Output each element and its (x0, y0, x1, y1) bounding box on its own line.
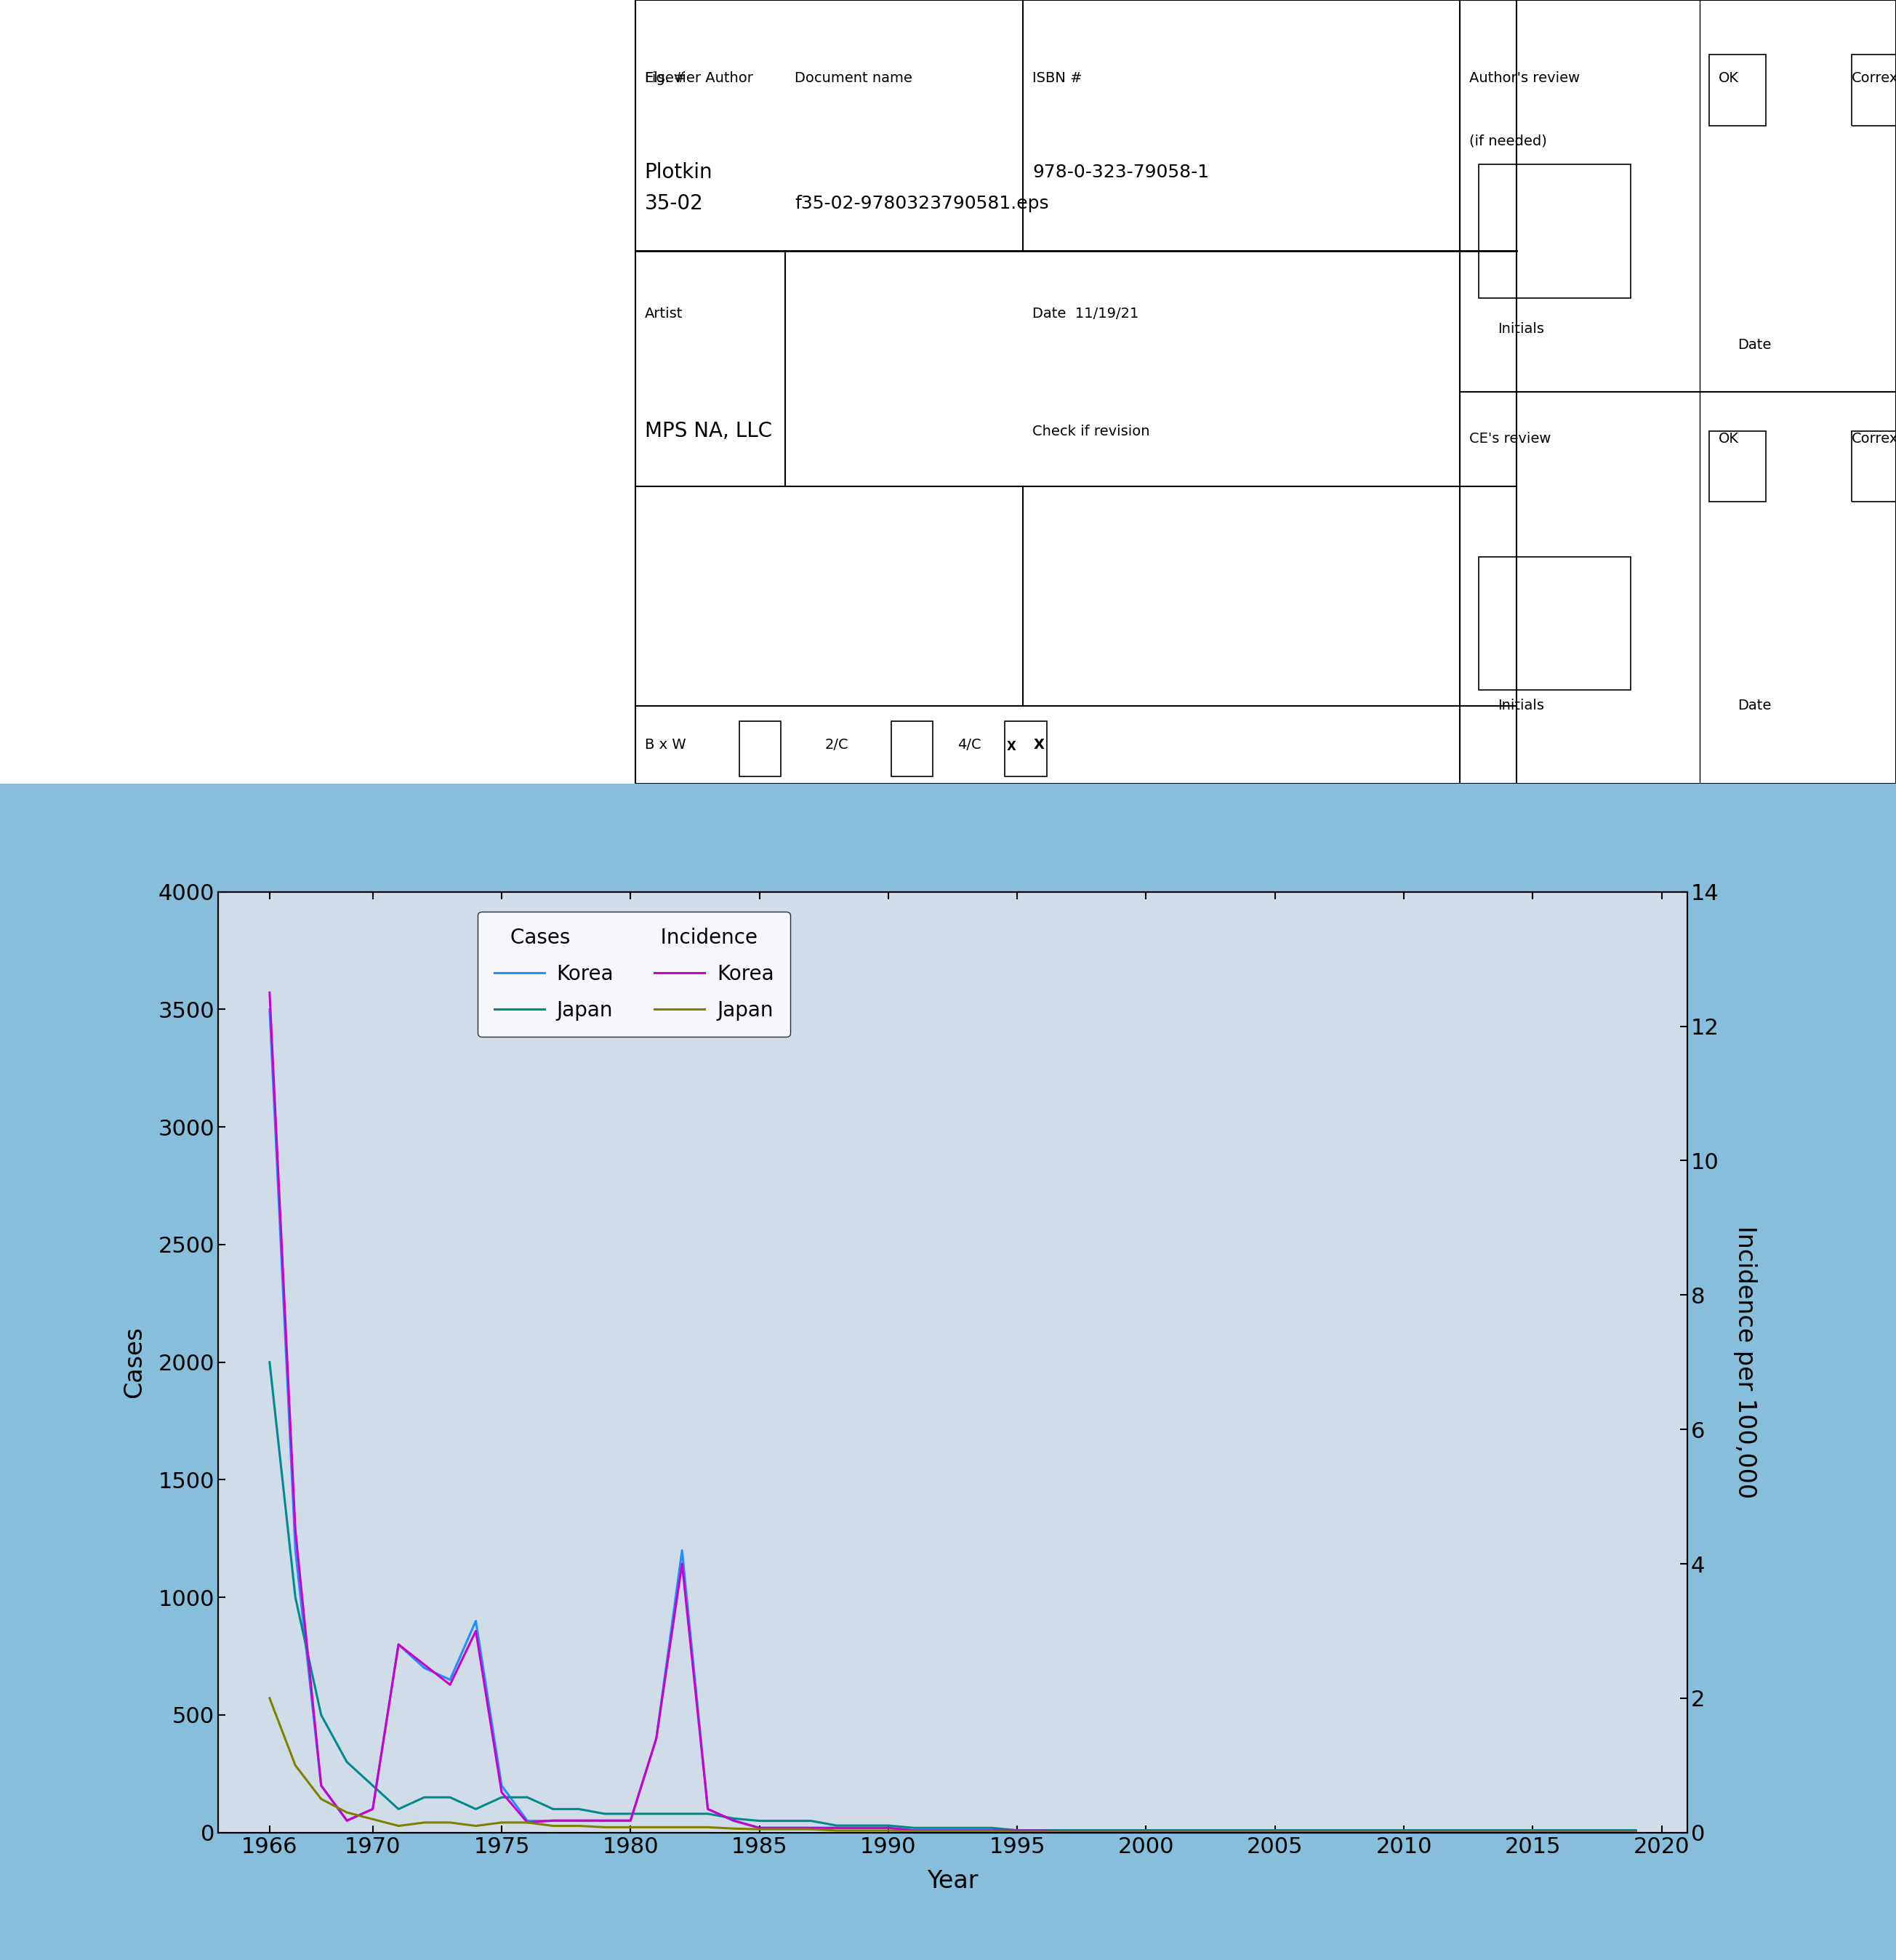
Text: Date: Date (1739, 337, 1771, 353)
Text: 2/C: 2/C (825, 737, 849, 753)
Text: Correx: Correx (1850, 431, 1896, 447)
Bar (1710, 55, 1767, 125)
Text: OK: OK (1720, 431, 1739, 447)
Text: ISBN #: ISBN # (1033, 71, 1083, 86)
Text: f35-02-9780323790581.eps: f35-02-9780323790581.eps (794, 196, 1048, 212)
Text: 4/C: 4/C (957, 737, 982, 753)
Text: Date  11/19/21: Date 11/19/21 (1033, 306, 1139, 321)
Text: MPS NA, LLC: MPS NA, LLC (645, 421, 772, 441)
Text: 978-0-323-79058-1: 978-0-323-79058-1 (1033, 165, 1210, 180)
Bar (1850, 55, 1896, 125)
Bar (891, 721, 933, 776)
Bar (1479, 165, 1631, 298)
Text: B x W: B x W (645, 737, 686, 753)
Y-axis label: Incidence per 100,000: Incidence per 100,000 (1733, 1225, 1758, 1499)
Bar (1005, 721, 1047, 776)
Bar (1710, 431, 1767, 502)
Text: Document name: Document name (794, 71, 912, 86)
Text: OK: OK (1720, 71, 1739, 86)
Bar (739, 721, 781, 776)
Text: Author's review: Author's review (1469, 71, 1579, 86)
Bar (1479, 557, 1631, 690)
Text: CE's review: CE's review (1469, 431, 1551, 447)
Text: Correx: Correx (1850, 71, 1896, 86)
Text: Initials: Initials (1498, 321, 1545, 337)
Text: Plotkin: Plotkin (645, 163, 713, 182)
Legend: Korea, Japan, Korea, Japan: Korea, Japan, Korea, Japan (478, 911, 791, 1037)
Text: (if needed): (if needed) (1469, 133, 1547, 149)
Text: X: X (1007, 739, 1016, 753)
Text: Initials: Initials (1498, 698, 1545, 713)
Text: Check if revision: Check if revision (1033, 423, 1151, 439)
Bar (1850, 431, 1896, 502)
Text: Date: Date (1739, 698, 1771, 713)
Text: Elsevier Author: Elsevier Author (645, 71, 753, 86)
Y-axis label: Cases: Cases (121, 1327, 146, 1397)
Text: X: X (1033, 737, 1045, 753)
Text: 35-02: 35-02 (645, 194, 703, 214)
Text: Fig. #: Fig. # (645, 71, 686, 86)
X-axis label: Year: Year (927, 1870, 978, 1893)
Text: Artist: Artist (645, 306, 683, 321)
